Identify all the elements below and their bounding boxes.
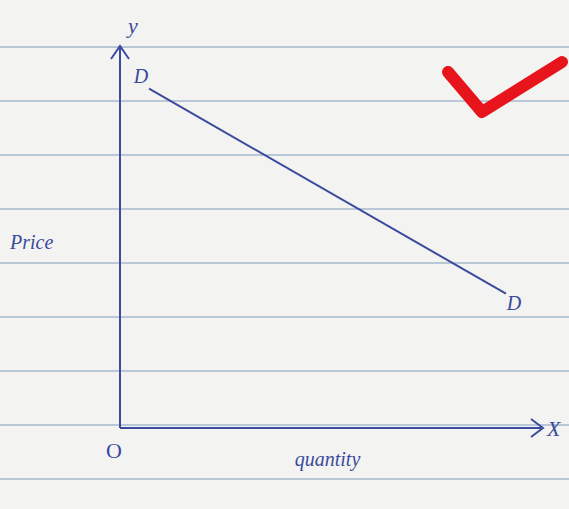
svg-text:Price: Price	[9, 231, 53, 253]
svg-text:X: X	[546, 416, 562, 441]
svg-text:O: O	[106, 438, 122, 463]
svg-text:quantity: quantity	[295, 448, 361, 471]
svg-text:D: D	[133, 65, 149, 87]
svg-text:y: y	[126, 13, 138, 38]
svg-text:D: D	[506, 292, 522, 314]
